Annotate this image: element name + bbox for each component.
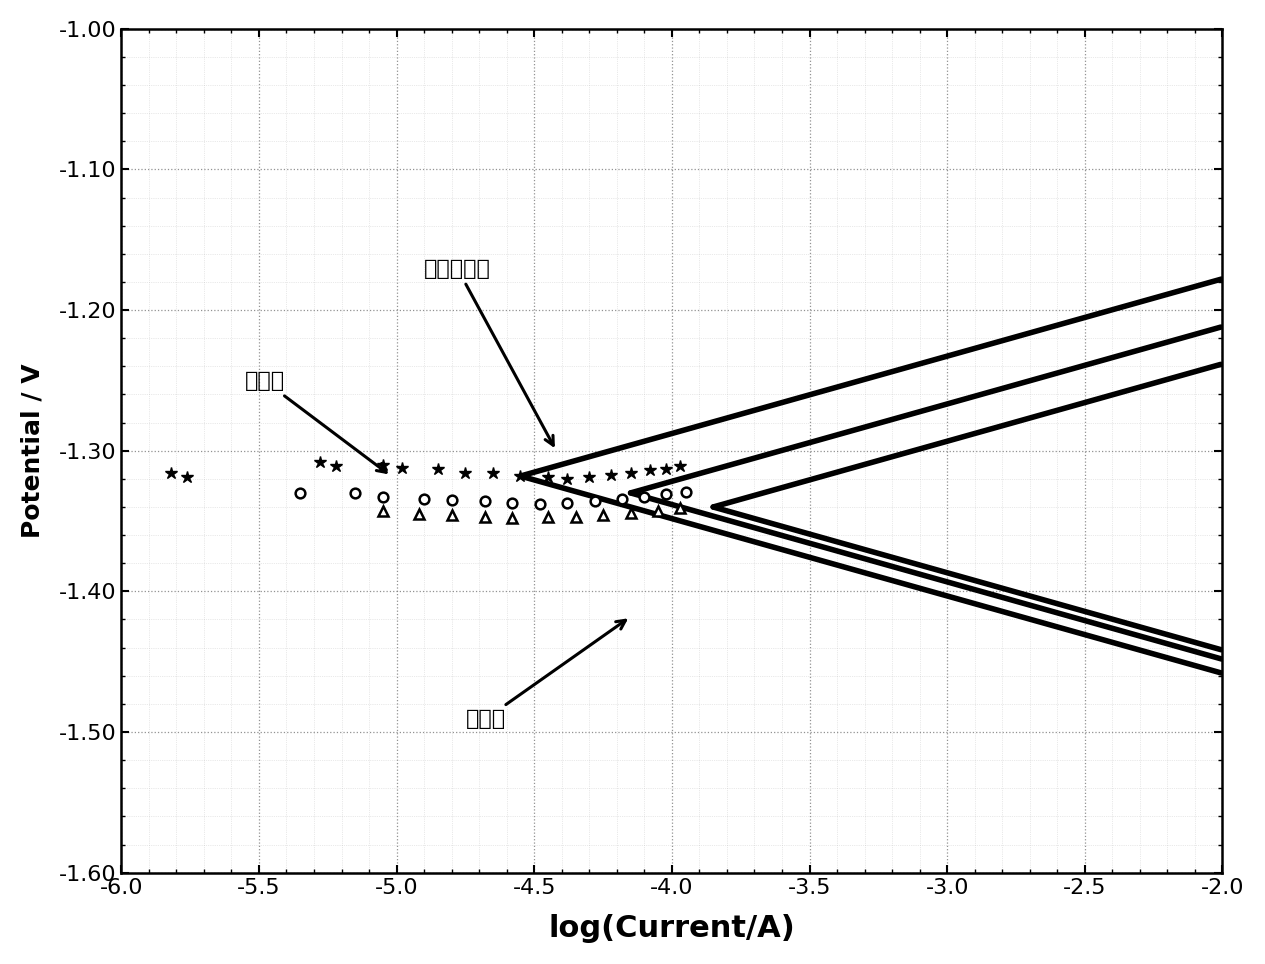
Text: 馒酸盐钟化: 馒酸盐钟化 <box>424 259 553 445</box>
Text: 未钟化: 未钟化 <box>466 620 625 729</box>
Text: 钓钟化: 钓钟化 <box>245 371 386 472</box>
X-axis label: log(Current/A): log(Current/A) <box>549 914 796 943</box>
Y-axis label: Potential / V: Potential / V <box>20 363 44 538</box>
